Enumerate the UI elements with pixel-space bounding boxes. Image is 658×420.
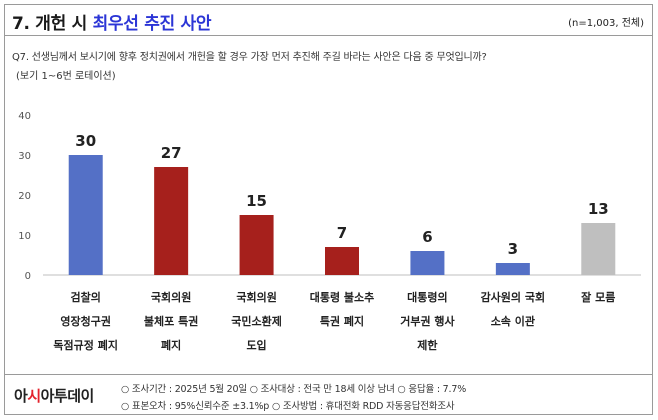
bar bbox=[495, 263, 530, 275]
bar bbox=[68, 155, 103, 275]
category-label: 잘 모름 bbox=[581, 291, 615, 304]
category-label-line: 영장청구권 bbox=[60, 314, 111, 328]
value-label: 7 bbox=[337, 224, 347, 242]
category-label-line: 잘 모름 bbox=[581, 291, 615, 304]
category-label-line: 국회의원 bbox=[236, 290, 276, 304]
bars-group bbox=[68, 155, 616, 275]
brand-logo: 아시아투데이 bbox=[14, 385, 94, 406]
y-tick-label: 20 bbox=[18, 191, 31, 202]
category-label-line: 대통령 불소추 bbox=[310, 290, 375, 304]
title-number: 7. 개헌 시 bbox=[12, 14, 87, 34]
logo-part-accent: 시 bbox=[27, 387, 41, 405]
category-label-line: 국민소환제 bbox=[231, 314, 282, 328]
title-accent: 최우선 추진 사안 bbox=[92, 14, 212, 34]
value-label: 15 bbox=[246, 192, 267, 210]
title-bar: 7. 개헌 시 최우선 추진 사안 (n=1,003, 전체) bbox=[5, 5, 652, 34]
value-labels-group: 30 27 15 7 6 3 13 bbox=[75, 132, 608, 258]
value-label: 30 bbox=[75, 132, 96, 150]
bar bbox=[239, 215, 274, 275]
y-tick-label: 30 bbox=[18, 151, 31, 162]
page-title: 7. 개헌 시 최우선 추진 사안 bbox=[12, 9, 212, 34]
category-label-line: 감사원의 국회 bbox=[481, 290, 546, 304]
rotation-note: (보기 1~6번 로테이션) bbox=[16, 71, 116, 82]
category-label-line: 특권 폐지 bbox=[320, 314, 364, 328]
y-tick-label: 40 bbox=[18, 111, 31, 122]
sample-size-note: (n=1,003, 전체) bbox=[568, 18, 644, 29]
value-label: 27 bbox=[161, 144, 182, 162]
category-label-line: 소속 이관 bbox=[491, 314, 535, 328]
report-frame: 7. 개헌 시 최우선 추진 사안 (n=1,003, 전체) Q7. 선생님께… bbox=[4, 4, 653, 415]
question-text: Q7. 선생님께서 보시기에 향후 정치권에서 개헌을 할 경우 가장 먼저 추… bbox=[12, 52, 487, 63]
category-label-line: 불체포 특권 bbox=[144, 314, 198, 328]
value-label: 13 bbox=[588, 200, 609, 218]
y-axis: 0 10 20 30 40 bbox=[18, 111, 31, 282]
survey-meta-line-2: ○ 표본오차 : 95%신뢰수준 ±3.1%p ○ 조사방법 : 휴대전화 RD… bbox=[121, 401, 455, 412]
value-label: 6 bbox=[422, 228, 432, 246]
category-label-line: 국회의원 bbox=[151, 290, 191, 304]
category-label-line: 대통령의 bbox=[407, 290, 447, 304]
survey-meta-line-1: ○ 조사기간 : 2025년 5월 20일 ○ 조사대상 : 전국 만 18세 … bbox=[121, 384, 467, 395]
bar bbox=[325, 247, 359, 275]
value-label: 3 bbox=[508, 240, 518, 258]
category-label-line: 제한 bbox=[417, 338, 437, 352]
category-label-line: 독점규정 폐지 bbox=[53, 338, 118, 352]
logo-part-2: 아투데이 bbox=[40, 387, 95, 405]
category-label-line: 도입 bbox=[246, 339, 266, 352]
title-divider bbox=[5, 35, 652, 36]
category-label-line: 폐지 bbox=[161, 338, 181, 352]
logo-part-1: 아 bbox=[14, 387, 28, 405]
footer-divider bbox=[5, 374, 652, 375]
category-label-line: 검찰의 bbox=[71, 290, 101, 304]
bar bbox=[410, 251, 445, 275]
bar bbox=[154, 167, 189, 275]
category-label-line: 거부권 행사 bbox=[400, 314, 455, 328]
y-tick-label: 10 bbox=[18, 231, 31, 242]
y-tick-label: 0 bbox=[25, 271, 31, 282]
bar bbox=[581, 223, 616, 275]
